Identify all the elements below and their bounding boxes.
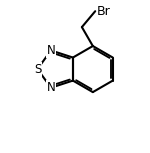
Text: N: N	[47, 81, 55, 94]
Text: N: N	[47, 44, 55, 57]
Text: S: S	[34, 63, 41, 76]
Text: Br: Br	[97, 5, 111, 18]
